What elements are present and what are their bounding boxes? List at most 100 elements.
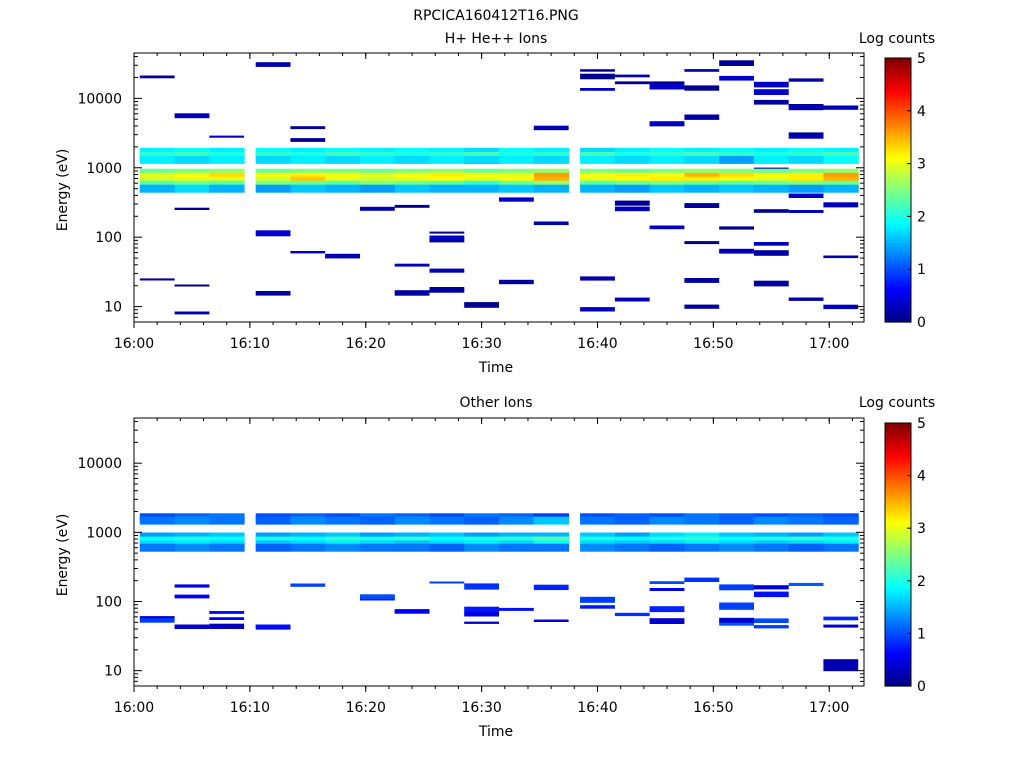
colorbar-segment bbox=[885, 574, 911, 579]
colorbar-segment bbox=[885, 302, 911, 307]
heatmap-cell bbox=[823, 543, 859, 552]
sparse-cell bbox=[499, 279, 534, 285]
heatmap-cell bbox=[325, 516, 361, 525]
colorbar-segment bbox=[885, 213, 911, 217]
colorbar-segment bbox=[885, 662, 911, 667]
colorbar-segment bbox=[885, 432, 911, 437]
colorbar-segment bbox=[885, 488, 911, 493]
sparse-cell bbox=[290, 251, 326, 254]
colorbar-segment bbox=[885, 426, 911, 431]
sparse-cell bbox=[464, 583, 499, 586]
sparse-cell bbox=[429, 581, 465, 584]
heatmap-cell bbox=[533, 184, 570, 193]
panel-1-colorbar-label: Log counts bbox=[859, 31, 935, 47]
heatmap-cell bbox=[614, 147, 651, 156]
sparse-cell bbox=[788, 78, 824, 82]
heatmap-cell bbox=[614, 168, 651, 177]
heatmap-cell bbox=[823, 168, 859, 177]
figure-title: RPCICA160412T16.PNG bbox=[413, 8, 578, 24]
sparse-cell bbox=[580, 605, 615, 609]
colorbar-segment bbox=[885, 318, 911, 323]
sparse-cell bbox=[649, 225, 685, 230]
sparse-cell bbox=[649, 81, 685, 84]
colorbar-tick-label: 1 bbox=[917, 626, 926, 642]
heatmap-cell bbox=[255, 543, 291, 552]
heatmap-cell bbox=[788, 532, 824, 541]
sparse-cell bbox=[255, 291, 291, 296]
colorbar-segment bbox=[885, 541, 911, 546]
colorbar-segment bbox=[885, 498, 911, 503]
colorbar-segment bbox=[885, 682, 911, 687]
heatmap-cell bbox=[614, 543, 651, 552]
sparse-cell bbox=[649, 123, 685, 127]
sparse-cell bbox=[614, 206, 650, 212]
heatmap-cell bbox=[255, 516, 291, 525]
colorbar-segment bbox=[885, 672, 911, 677]
colorbar-tick-label: 0 bbox=[917, 679, 926, 695]
heatmap-cell bbox=[174, 532, 210, 541]
sparse-cell bbox=[753, 618, 789, 623]
panel-1-frame bbox=[133, 52, 865, 323]
y-tick-label: 1000 bbox=[86, 525, 122, 541]
heatmap-cell bbox=[209, 155, 245, 164]
sparse-cell bbox=[464, 606, 499, 612]
colorbar-segment bbox=[885, 275, 911, 280]
heatmap-cell bbox=[139, 155, 176, 164]
colorbar-segment bbox=[885, 593, 911, 598]
heatmap-cell bbox=[255, 532, 291, 541]
sparse-cell bbox=[753, 209, 789, 213]
x-tick-label: 16:10 bbox=[230, 700, 270, 716]
colorbar-segment bbox=[885, 133, 911, 138]
sparse-cell bbox=[614, 612, 650, 617]
x-tick-label: 16:10 bbox=[230, 336, 270, 352]
heatmap-cell bbox=[499, 155, 535, 164]
colorbar-segment bbox=[885, 557, 911, 562]
sparse-cell bbox=[429, 287, 465, 293]
heatmap-cell bbox=[533, 532, 570, 541]
colorbar-segment bbox=[885, 521, 911, 526]
sparse-cell bbox=[139, 616, 175, 619]
colorbar-segment bbox=[885, 186, 911, 191]
sparse-cell bbox=[753, 280, 789, 287]
sparse-cell bbox=[139, 617, 175, 623]
sparse-cell bbox=[394, 290, 430, 296]
x-tick-label: 16:30 bbox=[461, 700, 501, 716]
panel-2-axes: 16:00 16:10 16:20 16:30 16:40 16:50 17:00 10 100… bbox=[77, 418, 864, 716]
heatmap-cell bbox=[139, 532, 176, 541]
colorbar-tick-label: 3 bbox=[917, 521, 926, 537]
colorbar-segment bbox=[885, 511, 911, 516]
heatmap-cell bbox=[429, 532, 465, 541]
colorbar-segment bbox=[885, 561, 911, 565]
colorbar-segment bbox=[885, 554, 911, 559]
heatmap-cell bbox=[684, 532, 720, 541]
x-tick-label: 16:50 bbox=[693, 336, 733, 352]
panel-2-colorbar: 0 1 2 3 4 5 bbox=[884, 416, 926, 695]
colorbar-segment bbox=[885, 603, 911, 608]
colorbar-segment bbox=[885, 315, 911, 320]
sparse-cell bbox=[823, 624, 859, 628]
colorbar-segment bbox=[885, 436, 911, 441]
panel-1-axes: 16:00 16:10 16:20 16:30 16:40 16:50 17:00 10 100… bbox=[77, 53, 864, 352]
colorbar-segment bbox=[885, 259, 911, 264]
sparse-cell bbox=[649, 618, 685, 624]
heatmap-cell bbox=[614, 184, 651, 193]
sparse-cell bbox=[255, 62, 291, 67]
colorbar-segment bbox=[885, 170, 911, 175]
heatmap-cell bbox=[719, 516, 755, 525]
heatmap-cell bbox=[580, 532, 616, 541]
heatmap-cell bbox=[753, 184, 790, 193]
sparse-cell bbox=[684, 577, 720, 582]
heatmap-cell bbox=[753, 155, 790, 164]
heatmap-cell bbox=[649, 184, 685, 193]
sparse-cell bbox=[209, 617, 245, 620]
sparse-cell bbox=[499, 607, 534, 611]
colorbar-segment bbox=[885, 564, 911, 569]
colorbar-tick-label: 4 bbox=[917, 469, 926, 485]
y-tick-label: 10 bbox=[104, 300, 122, 316]
sparse-cell bbox=[614, 200, 650, 206]
heatmap-cell bbox=[174, 516, 210, 525]
heatmap-cell bbox=[788, 168, 824, 177]
heatmap-cell bbox=[325, 184, 361, 193]
colorbar-segment bbox=[885, 590, 911, 595]
sparse-cell bbox=[614, 297, 650, 302]
